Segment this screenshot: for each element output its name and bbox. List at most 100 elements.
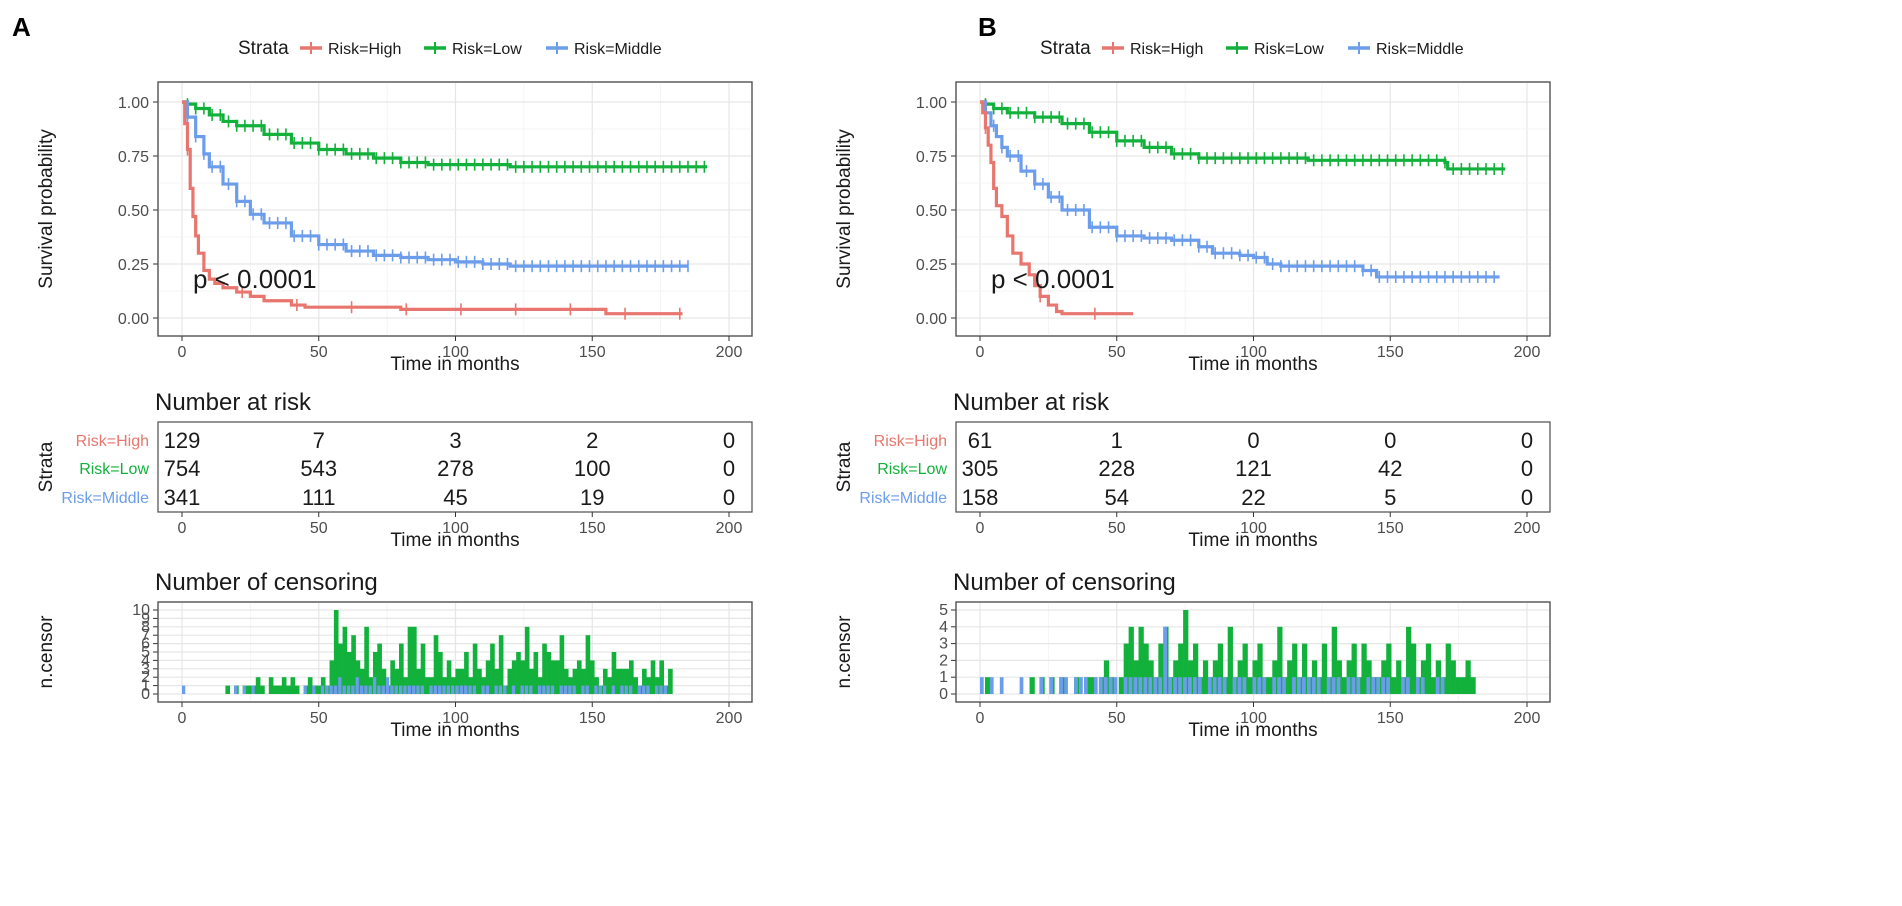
censoring-ytick-label: 5 [141, 644, 150, 661]
censor-bar-low [281, 677, 287, 694]
censoring-xtick-label: 200 [1514, 710, 1541, 727]
censor-bar-low [1321, 643, 1328, 694]
km-curve-low [980, 100, 1506, 171]
legend-title: Strata [238, 38, 289, 59]
censor-bar-middle [1237, 677, 1242, 694]
censor-bar-low [1455, 677, 1461, 694]
risk-cell: 341 [164, 485, 201, 510]
censor-bar-middle [1435, 677, 1440, 694]
censor-bar-middle [1084, 677, 1088, 694]
p-value: p < 0.0001 [991, 264, 1115, 294]
censor-bar-middle [637, 685, 641, 694]
censoring-xtick-label: 0 [178, 710, 187, 727]
p-value: p < 0.0001 [193, 264, 317, 294]
censor-bar-middle [364, 685, 368, 694]
censor-bar-low [1193, 643, 1199, 694]
censor-bar-middle [1039, 677, 1044, 694]
censoring-ytick-label: 2 [939, 652, 948, 669]
censor-bar-low [1257, 643, 1263, 694]
censor-bar-low [668, 668, 673, 694]
censor-bar-middle [1326, 677, 1331, 694]
censor-bar-low [1331, 626, 1337, 694]
survival-xtick-label: 100 [1240, 344, 1267, 361]
censor-bar-low [585, 635, 591, 694]
censor-bar-low [1302, 643, 1308, 694]
risk-table-title: Number at risk [953, 389, 1110, 416]
censor-bar-middle [1128, 677, 1133, 694]
censoring-ytick-label: 2 [141, 669, 150, 686]
censor-bar-low [255, 677, 261, 694]
censor-bar-middle [1346, 677, 1351, 694]
survival-ytick-label: 0.00 [118, 311, 149, 328]
censoring-ytick-label: 6 [141, 636, 150, 653]
censor-bar-middle [1148, 677, 1153, 694]
panel-b-letter: B [978, 12, 997, 42]
censor-bar-low [533, 652, 539, 694]
censor-bar-middle [372, 677, 377, 694]
censor-bar-middle [1143, 677, 1148, 694]
risk-cell: 0 [1247, 428, 1259, 453]
risk-cell: 3 [449, 428, 461, 453]
censor-bar-middle [572, 685, 576, 694]
censor-bar-middle [1331, 677, 1336, 694]
risk-row-label: Risk=High [874, 433, 947, 450]
censoring-ytick-label: 10 [132, 602, 150, 619]
km-curve-high [182, 100, 683, 316]
survival-xtick-label: 0 [976, 344, 985, 361]
censor-bar-low [459, 668, 465, 694]
censor-bar-middle [537, 685, 542, 694]
censor-bar-low [416, 668, 421, 694]
censor-bar-middle [620, 685, 624, 694]
censor-bar-low [247, 685, 252, 694]
censor-bar-middle [1064, 677, 1068, 694]
survival-xlabel: Time in months [390, 354, 519, 375]
panel-a-letter: A [12, 12, 31, 42]
censor-bar-middle [1138, 677, 1143, 694]
censor-bar-middle [568, 685, 572, 694]
risk-cell: 0 [1521, 428, 1533, 453]
censor-bar-middle [585, 685, 589, 694]
censor-bar-low [1267, 677, 1273, 694]
risk-xtick-label: 100 [442, 520, 469, 537]
risk-cell: 0 [723, 456, 735, 481]
legend-label-2: Risk=Middle [1376, 41, 1464, 58]
risk-table-area [157, 421, 753, 513]
censor-bar-low [546, 652, 552, 694]
censor-bar-middle [338, 677, 342, 694]
censor-bar-middle [529, 685, 533, 694]
risk-xtick-label: 0 [178, 520, 187, 537]
censor-bar-middle [1153, 677, 1158, 694]
risk-cell: 22 [1241, 485, 1265, 510]
censor-bar-low [1386, 643, 1392, 694]
censor-bar-middle [581, 685, 585, 694]
censor-bar-middle [1093, 677, 1098, 694]
censor-bar-low [650, 660, 656, 694]
risk-cell: 0 [723, 428, 735, 453]
censor-bar-low [1292, 643, 1298, 694]
censor-bar-middle [1059, 677, 1063, 694]
censor-bar-low [446, 660, 452, 694]
risk-xtick-label: 100 [1240, 520, 1267, 537]
censor-bar-middle [1351, 677, 1356, 694]
risk-xtick-label: 0 [976, 520, 985, 537]
censor-bar-low [1470, 677, 1476, 694]
censor-bar-middle [446, 685, 450, 694]
censor-bar-low [260, 685, 265, 694]
risk-row-label: Risk=Middle [859, 490, 947, 507]
censor-bar-low [589, 660, 595, 694]
legend-label-2: Risk=Middle [574, 41, 662, 58]
censor-bar-low [273, 685, 278, 694]
censoring-ytick-label: 9 [141, 610, 150, 627]
risk-cell: 0 [1384, 428, 1396, 453]
censor-bar-middle [1297, 677, 1301, 694]
censor-bar-low [602, 668, 608, 694]
censor-bar-low [1277, 626, 1283, 694]
censor-bar-low [1123, 643, 1129, 694]
censor-bar-middle [1212, 677, 1217, 694]
censor-bar-low [277, 685, 283, 694]
risk-cell: 5 [1384, 485, 1396, 510]
censor-bar-low [333, 610, 339, 694]
censor-bar-low [464, 652, 469, 694]
risk-cell: 2 [586, 428, 598, 453]
